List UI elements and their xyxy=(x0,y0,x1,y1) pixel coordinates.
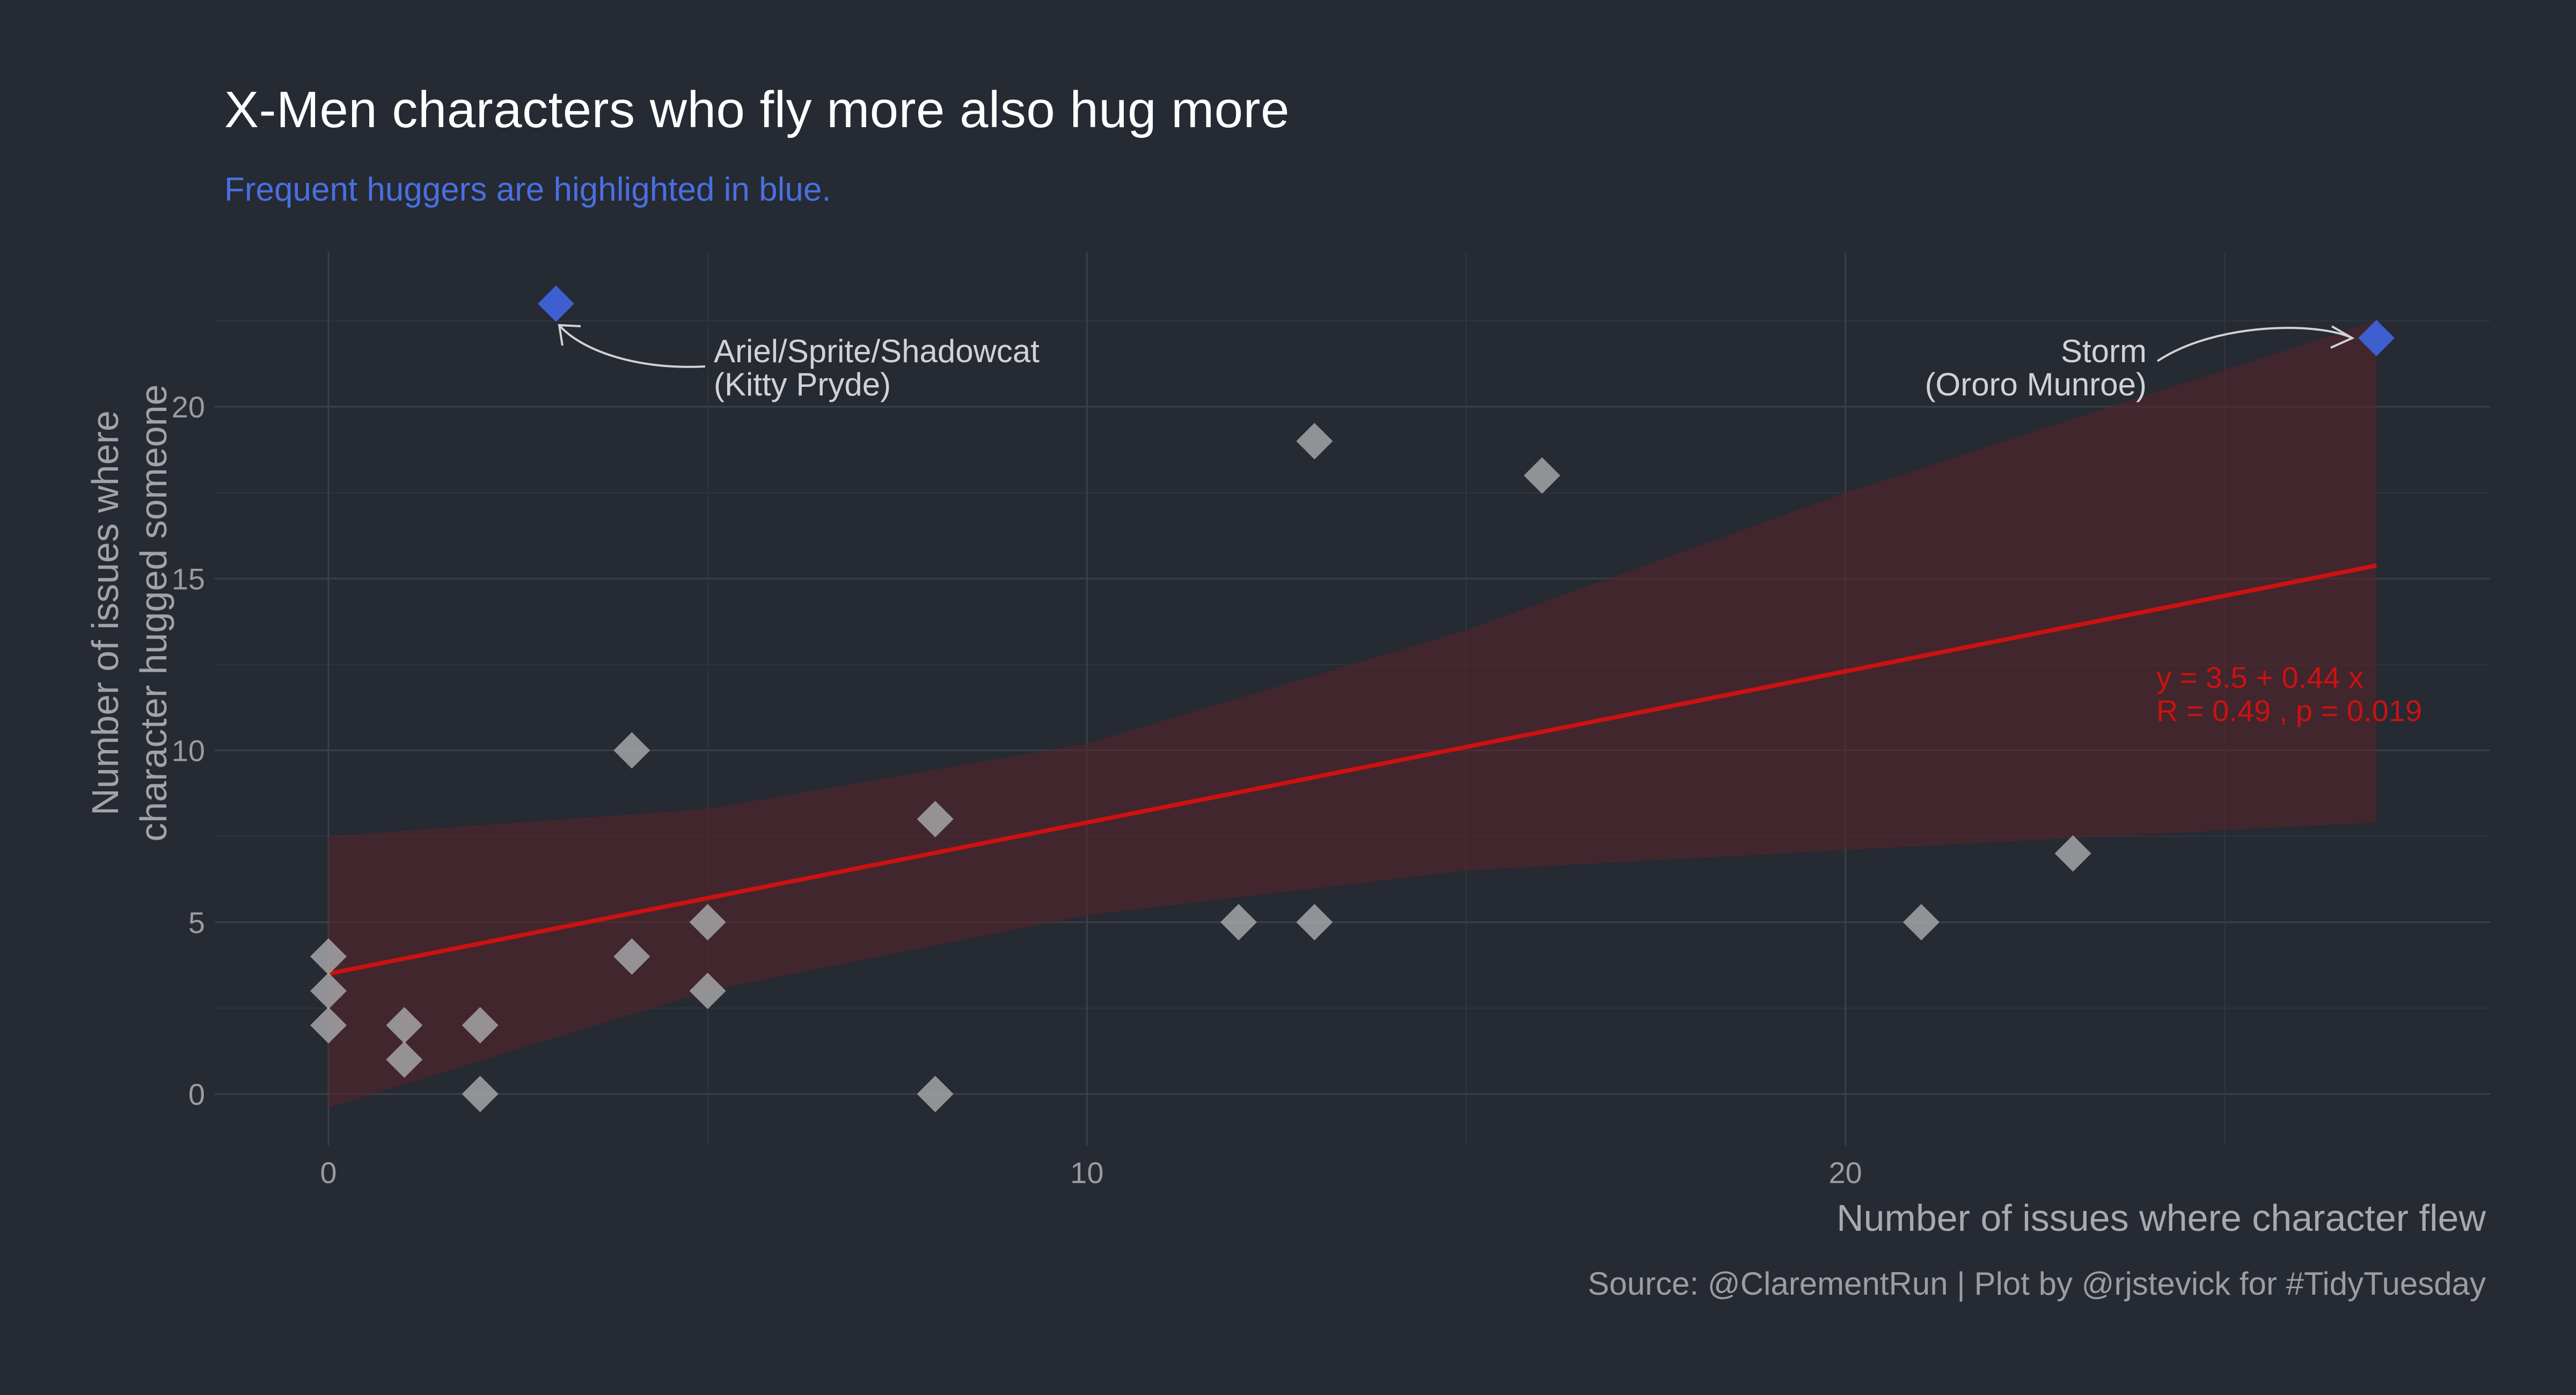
y-axis-title-line: Number of issues where xyxy=(84,410,126,816)
arrowhead xyxy=(2330,325,2355,349)
data-point xyxy=(462,1007,499,1044)
data-point xyxy=(1903,904,1940,941)
highlighted-point xyxy=(538,285,574,322)
y-tick-label: 5 xyxy=(188,906,205,939)
annotation-label: (Kitty Pryde) xyxy=(714,366,891,402)
regression-line-group xyxy=(328,563,2377,976)
source-caption: Source: @ClarementRun | Plot by @rjstevi… xyxy=(1587,1266,2486,1302)
data-point xyxy=(613,938,650,975)
data-point xyxy=(917,801,954,838)
data-point xyxy=(689,972,726,1009)
data-point xyxy=(1524,457,1561,494)
annotation-arrow xyxy=(558,324,706,368)
chart-title: X-Men characters who fly more also hug m… xyxy=(224,81,1290,138)
x-tick-label: 0 xyxy=(320,1156,336,1190)
confidence-ribbon xyxy=(328,321,2376,1108)
equation-line: y = 3.5 + 0.44 x xyxy=(2156,660,2363,694)
chart-subtitle: Frequent huggers are highlighted in blue… xyxy=(224,171,831,208)
data-point xyxy=(613,732,650,769)
arrowhead xyxy=(558,324,581,346)
y-tick-label: 20 xyxy=(172,390,205,424)
data-point xyxy=(386,1007,423,1044)
x-tick-label: 10 xyxy=(1070,1156,1103,1190)
data-point xyxy=(689,904,726,941)
data-point xyxy=(310,972,347,1009)
confidence-band xyxy=(328,321,2376,1108)
y-tick-label: 0 xyxy=(188,1077,205,1111)
y-tick-label: 10 xyxy=(172,734,205,768)
x-tick-label: 20 xyxy=(1829,1156,1862,1190)
data-point xyxy=(1296,904,1333,941)
equation-line: R = 0.49 , p = 0.019 xyxy=(2156,694,2422,728)
y-axis-title-line: character hugged someone xyxy=(133,384,174,841)
data-point xyxy=(917,1075,954,1112)
axis-ticks: 0 5 10 15 20 0 10 20 xyxy=(172,390,1862,1190)
annotation-label: (Ororo Munroe) xyxy=(1925,366,2147,402)
data-point xyxy=(310,938,347,975)
highlighted-point xyxy=(2358,320,2395,357)
data-points xyxy=(310,285,2395,1112)
annotation-label: Storm xyxy=(2061,333,2147,369)
data-point xyxy=(2054,835,2091,872)
x-axis-title: Number of issues where character flew xyxy=(1836,1197,2486,1239)
fit-equation: y = 3.5 + 0.44 xR = 0.49 , p = 0.019 xyxy=(2156,660,2422,728)
annotation-label: Ariel/Sprite/Shadowcat xyxy=(714,333,1040,369)
regression-line xyxy=(328,563,2377,976)
data-point xyxy=(462,1075,499,1112)
annotation-arrow xyxy=(2156,327,2353,362)
data-point xyxy=(386,1041,423,1078)
data-point xyxy=(1296,423,1333,460)
data-point xyxy=(310,1007,347,1044)
data-point xyxy=(1220,904,1257,941)
y-axis-title: Number of issues where character hugged s… xyxy=(84,384,174,841)
y-tick-label: 15 xyxy=(172,562,205,596)
annotations: Ariel/Sprite/Shadowcat(Kitty Pryde) Storm… xyxy=(558,324,2355,402)
